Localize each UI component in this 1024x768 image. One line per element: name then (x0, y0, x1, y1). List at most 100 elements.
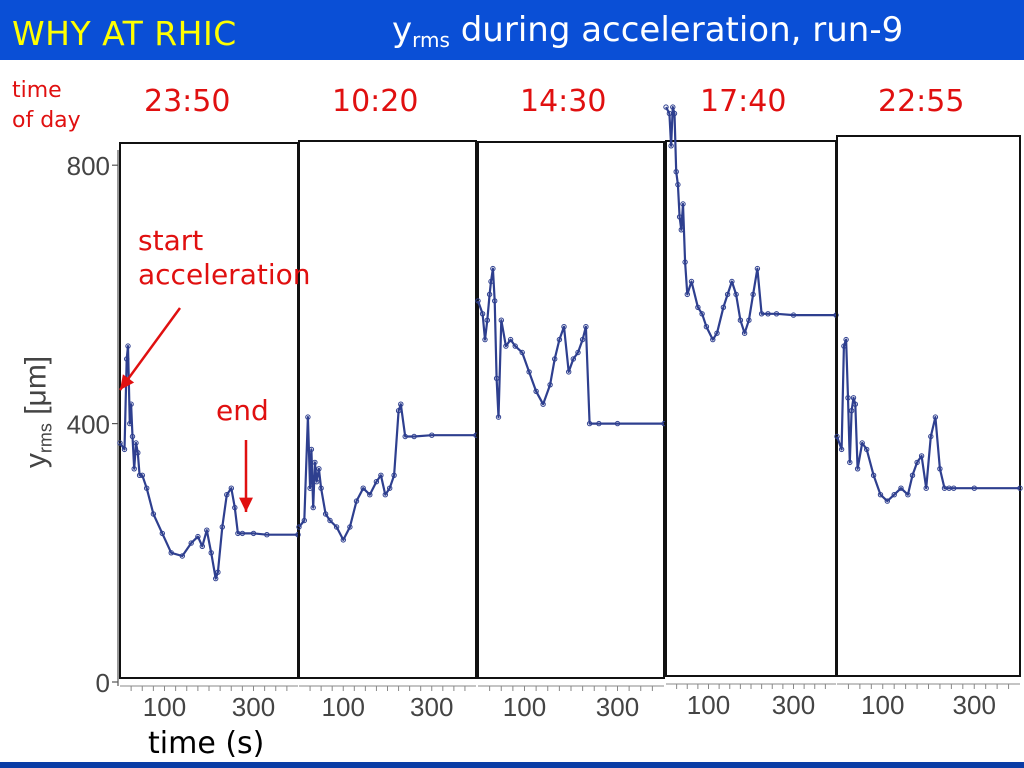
panel-2-point (373, 479, 380, 485)
panel-1-point (264, 532, 270, 538)
panel-4-point (737, 317, 744, 323)
panel-2-series-line (298, 403, 476, 542)
panel-2-point (395, 408, 402, 414)
y-axis-label-unit: [μm] (19, 355, 53, 415)
panel-3-point (575, 349, 581, 356)
panel-5-point (971, 485, 977, 491)
panel-1-point (179, 553, 186, 559)
panel-4-point (746, 317, 752, 323)
slide-title-symbol: y (392, 10, 413, 50)
panel-5-frame (836, 135, 1021, 677)
panel-4-point (688, 278, 695, 285)
panel-3-point (503, 343, 509, 349)
panel-4-time: 17:40 (700, 84, 787, 119)
x-axis-label: time (s) (148, 726, 265, 761)
panel-4-point (695, 304, 701, 310)
panel-3-point (570, 356, 576, 362)
panel-5-time: 22:55 (878, 84, 965, 119)
panel-1-point (139, 472, 146, 478)
panel-4-point (750, 291, 756, 298)
end-arrow-head (239, 497, 253, 512)
panel-2-point (347, 524, 353, 530)
panel-5-point (854, 466, 861, 472)
panel-4-point (765, 311, 771, 317)
panel-1-point (219, 524, 226, 530)
panel-3-point (614, 420, 621, 427)
panel-3-point (526, 369, 532, 375)
panel-2-point (360, 485, 366, 491)
y-tick-label-2: 800 (67, 151, 110, 181)
panel-3-point (579, 336, 586, 343)
panel-5-x-tick-label-0: 100 (861, 690, 904, 720)
panel-3-point (495, 414, 502, 420)
y-tick-label-1: 400 (67, 410, 110, 440)
panel-5-point (918, 453, 925, 459)
panel-2-point (327, 517, 333, 524)
panel-4-point (678, 227, 684, 233)
panel-4-point (684, 291, 690, 298)
panel-1-point (195, 533, 201, 540)
panel-1-point (159, 530, 166, 537)
y-axis-label: yrms [μm] (20, 356, 57, 468)
header-bar: WHY AT RHIC yrms during acceleration, ru… (0, 0, 1024, 60)
panel-5-point (843, 336, 849, 343)
panel-1-point (250, 530, 257, 537)
panel-4-point (670, 104, 676, 110)
panel-3-point (552, 356, 558, 362)
panel-1-series-line (119, 345, 298, 580)
end-annotation: end (216, 394, 269, 427)
panel-5-point (884, 498, 890, 504)
panel-3-point (492, 298, 498, 304)
panel-1-point (168, 550, 174, 556)
panel-2-point (391, 472, 397, 478)
panel-2-x-tick-label-0: 100 (322, 692, 365, 722)
panel-4-point (671, 110, 678, 117)
panel-5-point (852, 401, 858, 407)
panel-5-point (848, 408, 855, 414)
panel-1-point (136, 472, 143, 478)
panel-3-point (475, 298, 481, 304)
panel-4-point (680, 201, 686, 207)
panel-2-time: 10:20 (332, 84, 419, 119)
panel-4-point (682, 259, 688, 265)
panel-3-point (586, 420, 593, 427)
time-of-day-line-1: time (12, 78, 62, 103)
y-axis-label-subscript: rms (35, 423, 56, 454)
panel-1-point (128, 401, 134, 407)
panel-4-point (754, 265, 761, 272)
start-arrow-shaft (118, 307, 182, 391)
panel-4-point (758, 311, 765, 317)
panel-3-point (583, 324, 589, 330)
panel-2-point (402, 433, 408, 440)
slide-title-subscript: rms (412, 28, 450, 52)
panel-4-point (720, 304, 727, 310)
panel-1-point (239, 530, 246, 537)
panel-3-point (490, 265, 496, 272)
panel-1-point (133, 440, 139, 446)
panel-5-point (905, 492, 911, 498)
panel-5-point (850, 395, 857, 401)
panel-5-point (838, 446, 845, 453)
panel-5-point (951, 485, 957, 491)
start-arrow-head (120, 374, 135, 390)
panel-5-point (847, 459, 853, 466)
panel-4-point (741, 330, 748, 336)
start-annotation-line-1: start (138, 224, 204, 257)
panel-5-point (870, 472, 877, 478)
panel-3-point (556, 336, 563, 343)
panel-4-point (710, 336, 716, 343)
panel-2-point (382, 492, 388, 498)
panel-2-point (411, 433, 417, 440)
panel-4-point (714, 330, 720, 336)
panel-2-point (353, 498, 360, 504)
panel-1-point (131, 466, 137, 472)
panel-5-series-line (835, 338, 1020, 503)
panel-1-point (199, 543, 206, 549)
panel-2-point (398, 401, 404, 407)
start-acceleration-annotation: start acceleration (138, 224, 310, 292)
panel-1-point (224, 492, 230, 498)
panel-4-point (666, 110, 673, 117)
panel-2-point (378, 472, 384, 478)
panel-3-point (533, 388, 539, 394)
panel-4-point (675, 181, 681, 188)
